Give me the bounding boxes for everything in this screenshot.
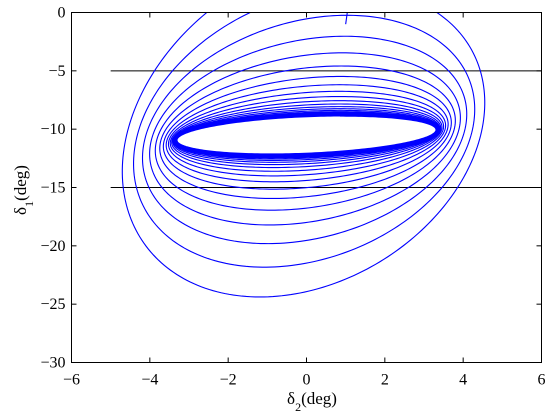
y-tick-label: −10 [40,121,65,138]
x-tick-label: 6 [538,372,546,389]
x-tick-labels: −6 −4 −2 0 2 4 6 [63,372,546,389]
x-axis-label: δ2(deg) [287,389,337,414]
x-tick-label: 4 [459,372,467,389]
y-tick-label: −15 [40,180,65,197]
trajectory-line [121,12,486,298]
y-tick-label: −25 [40,296,65,313]
y-tick-label: −5 [48,63,65,80]
ticks [71,12,542,363]
x-tick-label: −6 [63,372,80,389]
x-tick-label: −2 [220,372,237,389]
x-tick-label: 2 [381,372,389,389]
y-tick-label: 0 [58,5,66,22]
x-tick-label: 0 [303,372,311,389]
y-tick-label: −30 [40,355,65,372]
y-tick-label: −20 [40,238,65,255]
y-axis-label: δ1(deg) [11,165,36,215]
x-tick-label: −4 [141,372,158,389]
y-tick-labels: 0 −5 −10 −15 −20 −25 −30 [40,5,65,372]
